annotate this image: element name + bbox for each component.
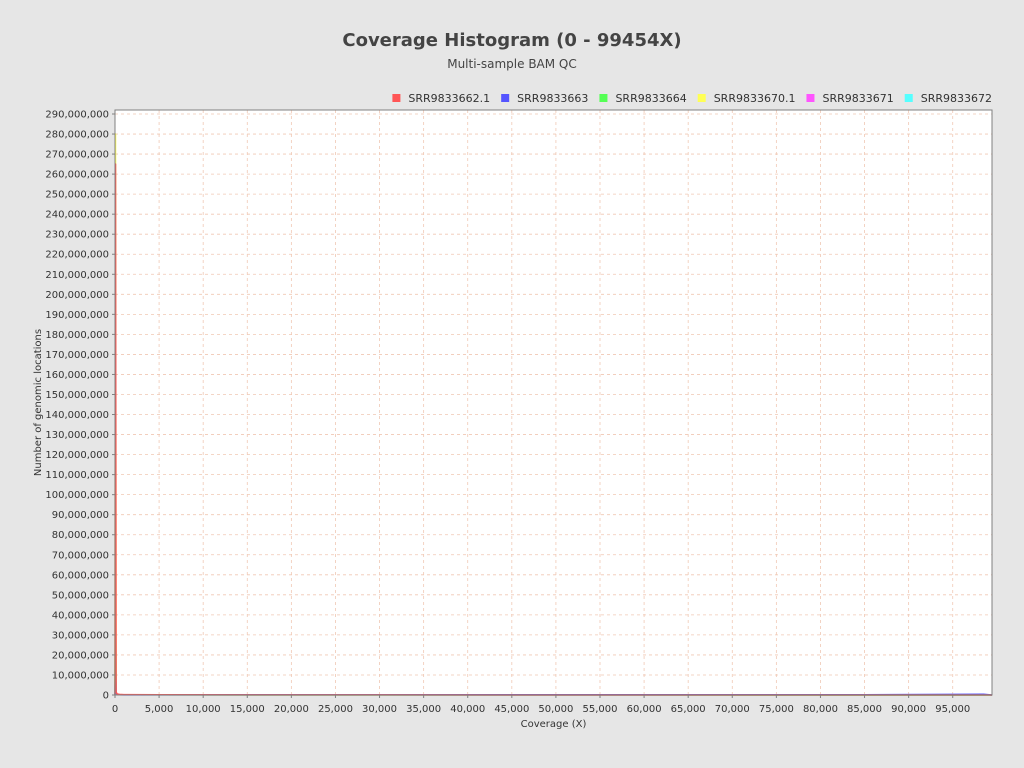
- x-tick-label: 70,000: [715, 704, 750, 715]
- y-axis-ticks: 0 10,000,000 20,000,000 30,000,000 40,000,00…: [45, 110, 115, 702]
- y-axis-label: Number of genomic locations: [33, 329, 44, 476]
- legend-item: SRR9833671: [806, 92, 894, 105]
- y-tick-label: 60,000,000: [52, 570, 109, 581]
- y-tick-label: 0: [103, 691, 109, 702]
- legend-swatch: [599, 94, 608, 102]
- x-tick-label: 85,000: [847, 704, 882, 715]
- x-tick-label: 20,000: [274, 704, 309, 715]
- legend-label: SRR9833663: [517, 92, 588, 105]
- legend-swatch: [392, 94, 401, 102]
- x-tick-label: 10,000: [186, 704, 221, 715]
- chart-subtitle: Multi-sample BAM QC: [447, 57, 577, 71]
- y-tick-label: 210,000,000: [45, 270, 109, 281]
- y-tick-label: 160,000,000: [45, 370, 109, 381]
- x-tick-label: 80,000: [803, 704, 838, 715]
- y-tick-label: 200,000,000: [45, 290, 109, 301]
- plot-area: [115, 110, 992, 695]
- x-tick-label: 65,000: [671, 704, 706, 715]
- legend-label: SRR9833664: [615, 92, 686, 105]
- legend-swatch: [501, 94, 510, 102]
- x-tick-label: 45,000: [494, 704, 529, 715]
- x-tick-label: 40,000: [450, 704, 485, 715]
- y-tick-label: 230,000,000: [45, 230, 109, 241]
- y-tick-label: 70,000,000: [52, 550, 109, 561]
- x-tick-label: 60,000: [627, 704, 662, 715]
- legend-swatch: [904, 94, 913, 102]
- chart-title: Coverage Histogram (0 - 99454X): [342, 30, 682, 51]
- y-tick-label: 190,000,000: [45, 310, 109, 321]
- y-tick-label: 240,000,000: [45, 210, 109, 221]
- y-tick-label: 30,000,000: [52, 630, 109, 641]
- y-tick-label: 100,000,000: [45, 490, 109, 501]
- y-tick-label: 40,000,000: [52, 610, 109, 621]
- legend-label: SRR9833662.1: [408, 92, 490, 105]
- y-tick-label: 250,000,000: [45, 190, 109, 201]
- y-tick-label: 220,000,000: [45, 250, 109, 261]
- x-tick-label: 35,000: [406, 704, 441, 715]
- legend-swatch: [806, 94, 815, 102]
- x-tick-label: 55,000: [582, 704, 617, 715]
- x-axis-label: Coverage (X): [521, 719, 587, 730]
- legend-item: SRR9833663: [501, 92, 588, 105]
- y-tick-label: 260,000,000: [45, 170, 109, 181]
- plot-border: [114, 109, 993, 696]
- legend-swatch: [697, 94, 706, 102]
- y-tick-label: 130,000,000: [45, 430, 109, 441]
- legend-item: SRR9833664: [599, 92, 687, 105]
- x-tick-label: 90,000: [891, 704, 926, 715]
- legend-label: SRR9833670.1: [714, 92, 796, 105]
- y-tick-label: 10,000,000: [52, 670, 109, 681]
- y-tick-label: 270,000,000: [45, 150, 109, 161]
- y-tick-label: 110,000,000: [45, 470, 109, 481]
- y-tick-label: 280,000,000: [45, 130, 109, 141]
- legend-item: SRR9833670.1: [697, 92, 796, 105]
- y-tick-label: 170,000,000: [45, 350, 109, 361]
- y-tick-label: 120,000,000: [45, 450, 109, 461]
- y-tick-label: 80,000,000: [52, 530, 109, 541]
- y-tick-label: 90,000,000: [52, 510, 109, 521]
- x-tick-label: 15,000: [230, 704, 265, 715]
- x-tick-label: 5,000: [145, 704, 174, 715]
- legend-item: SRR9833672: [904, 92, 992, 105]
- vertical-gridlines: [114, 110, 954, 695]
- y-tick-label: 290,000,000: [45, 110, 109, 121]
- x-tick-label: 25,000: [318, 704, 353, 715]
- legend: SRR9833662.1 SRR9833663 SRR9833664 SRR98336…: [392, 92, 992, 105]
- horizontal-gridlines: [115, 113, 992, 696]
- x-tick-label: 75,000: [759, 704, 794, 715]
- x-tick-label: 95,000: [935, 704, 970, 715]
- y-tick-label: 150,000,000: [45, 390, 109, 401]
- x-tick-label: 30,000: [362, 704, 397, 715]
- y-tick-label: 20,000,000: [52, 650, 109, 661]
- legend-item: SRR9833662.1: [392, 92, 490, 105]
- y-tick-label: 140,000,000: [45, 410, 109, 421]
- x-tick-label: 0: [112, 704, 118, 715]
- y-tick-label: 180,000,000: [45, 330, 109, 341]
- legend-label: SRR9833671: [822, 92, 893, 105]
- x-axis-ticks: 0 5,000 10,000 15,000 20,000 25,000 30,000 35,0…: [112, 695, 970, 715]
- y-tick-label: 50,000,000: [52, 590, 109, 601]
- x-tick-label: 50,000: [538, 704, 573, 715]
- legend-label: SRR9833672: [921, 92, 992, 105]
